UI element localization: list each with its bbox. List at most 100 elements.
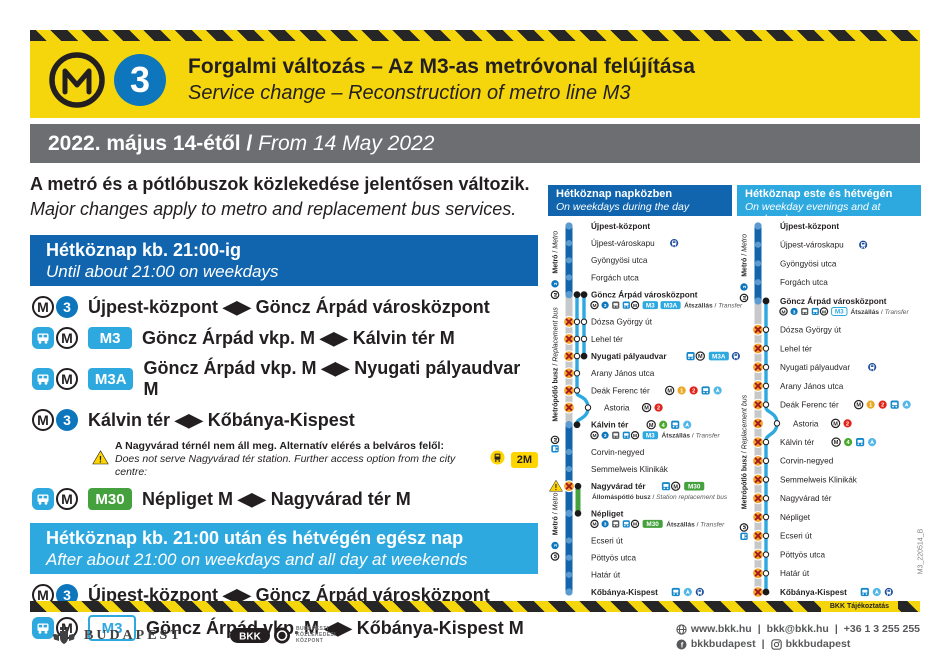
svg-text:Újpest-városkapu: Újpest-városkapu [780, 240, 844, 250]
diagram-station-a: Pöttyös utca [565, 554, 637, 563]
instagram-handle: bkkbudapest [785, 638, 851, 650]
replacement-bus-icon [32, 617, 54, 639]
svg-text:Nyugati pályaudvar: Nyugati pályaudvar [780, 363, 850, 372]
service-rows: M 3 Újpest-központ ◀▶ Göncz Árpád városköz… [32, 584, 538, 641]
diagram-station-a: Arany János utca [563, 367, 655, 380]
svg-text:Kőbánya-Kispest: Kőbánya-Kispest [591, 588, 658, 597]
svg-text:Göncz Árpád városközpont: Göncz Árpád városközpont [780, 296, 887, 306]
metro-icon: M [32, 296, 54, 318]
diagram-side-label: M 3 Metró / Metro [550, 231, 559, 300]
svg-text:1: 1 [869, 403, 872, 409]
diagram-title-en: On weekdays during the day [556, 201, 690, 213]
svg-text:Dózsa György út: Dózsa György út [780, 326, 842, 335]
diagram-station-b: Népliget [752, 511, 811, 523]
bkk-sub-line: KÖZPONT [296, 638, 324, 644]
bkk-sub-line: KÖZLEKEDÉSI [296, 632, 336, 638]
globe-icon [676, 624, 687, 635]
svg-text:Pöttyös utca: Pöttyös utca [780, 550, 826, 559]
diagram-station-a: Nyugati pályaudvar M M3A [563, 350, 740, 363]
line-3-badge: 3 [114, 53, 166, 106]
diagram-station-a: Semmelweis Klinikák [565, 465, 669, 474]
tram-icon [490, 450, 505, 470]
svg-text:Metró / Metro: Metró / Metro [552, 492, 559, 535]
service-route-text: Kálvin tér ◀▶ Kőbánya-Kispest [88, 409, 355, 430]
replacement-bus-icon [32, 327, 54, 349]
bkk-logo: BKK BUDAPESTI KÖZLEKEDÉSI KÖZPONT [230, 626, 336, 644]
svg-text:3: 3 [742, 285, 748, 288]
svg-text:M3: M3 [835, 309, 844, 316]
svg-text:Átszállás / Transfer: Átszállás / Transfer [684, 301, 743, 310]
metro-icon: M [56, 327, 78, 349]
service-route-text: Göncz Árpád vkp. M ◀▶ Nyugati pályaudvar… [143, 358, 521, 399]
date-en: From 14 May 2022 [258, 131, 435, 155]
svg-text:3: 3 [604, 303, 607, 309]
diagram-header: Hétköznap napközben On weekdays during th… [548, 185, 732, 216]
diagram-station-a: Dózsa György út [563, 315, 653, 328]
route-badge: M3A [88, 368, 134, 390]
svg-text:M: M [742, 296, 748, 300]
svg-text:BKK: BKK [239, 631, 261, 642]
svg-text:M: M [833, 421, 838, 427]
svg-text:Ecseri út: Ecseri út [591, 536, 624, 545]
svg-text:M3A: M3A [712, 353, 726, 360]
svg-text:3: 3 [553, 282, 559, 285]
diagram-station-b: Kőbánya-Kispest [752, 586, 893, 598]
email-link: bkk@bkk.hu [766, 623, 829, 635]
bkk-info-label: BKK Tájékoztatás [820, 601, 898, 612]
separator: | [761, 638, 765, 650]
diagram-station-b: Semmelweis Klinikák [752, 473, 858, 486]
diagram-station-b: Gyöngyösi utca [754, 259, 837, 268]
service-row-icons: M [32, 327, 78, 349]
diagram-side-label: M 3 Metró / Metro [550, 492, 559, 561]
svg-text:M3: M3 [646, 432, 655, 439]
facebook-icon: f [676, 639, 687, 650]
svg-text:Pöttyös utca: Pöttyös utca [591, 554, 637, 563]
diagram-side-label: M Metrópótló busz / Replacement bus [739, 394, 748, 541]
svg-text:4: 4 [662, 423, 666, 429]
section-title-en: Until about 21:00 on weekdays [46, 262, 279, 281]
budapest-wordmark: BUDAPEST [84, 628, 183, 643]
poster-header: 3 Forgalmi változás – Az M3-as metróvona… [30, 41, 920, 118]
svg-text:M: M [553, 554, 559, 558]
diagram-station-a: Kőbánya-Kispest [565, 587, 704, 597]
facebook-handle: bkkbudapest [690, 638, 756, 650]
service-row: M 3 Újpest-központ ◀▶ Göncz Árpád városköz… [32, 584, 538, 606]
svg-text:M: M [592, 522, 596, 528]
svg-text:Göncz Árpád városközpont: Göncz Árpád városközpont [591, 290, 698, 300]
page-title-en: Service change – Reconstruction of metro… [188, 82, 631, 104]
warning-note: ! A Nagyvárad térnél nem áll meg. Alterna… [92, 440, 538, 479]
metro-icon: M [56, 488, 78, 510]
note-text-hu: A Nagyvárad térnél nem áll meg. Alternat… [115, 440, 444, 452]
svg-text:Metró / Metro: Metró / Metro [741, 234, 748, 277]
svg-text:Nagyvárad tér: Nagyvárad tér [591, 482, 646, 491]
replacement-bus-icon [32, 488, 54, 510]
instagram-icon [770, 639, 782, 650]
separator: | [834, 623, 838, 635]
svg-text:Gyöngyösi utca: Gyöngyösi utca [591, 256, 648, 265]
budapest-logo: BUDAPEST [52, 626, 183, 646]
svg-text:2: 2 [657, 406, 660, 412]
section-header: Hétköznap kb. 21:00-ig Until about 21:00 … [30, 235, 538, 286]
svg-text:M: M [667, 389, 672, 395]
metro-logo-icon [49, 51, 105, 108]
svg-text:3: 3 [793, 309, 796, 315]
route-badge: M30 [88, 488, 132, 510]
diagram-side-label: M Metrópótló busz / Replacement bus [550, 307, 559, 453]
svg-text:Deák Ferenc tér: Deák Ferenc tér [591, 386, 650, 395]
page-title: Forgalmi változás – Az M3-as metróvonal … [188, 55, 695, 78]
service-row-icons: M [32, 368, 78, 390]
svg-text:M: M [673, 484, 678, 490]
svg-text:M: M [649, 423, 654, 429]
svg-text:M30: M30 [688, 483, 701, 490]
svg-text:Átszállás / Transfer: Átszállás / Transfer [666, 519, 725, 528]
svg-text:Újpest-központ: Újpest-központ [591, 220, 650, 231]
svg-text:Népliget: Népliget [780, 513, 811, 522]
svg-text:M: M [633, 522, 637, 528]
diagram-station-b: Kálvin tér M 4 [752, 436, 877, 449]
svg-text:Átszállás / Transfer: Átszállás / Transfer [851, 307, 910, 316]
svg-text:Deák Ferenc tér: Deák Ferenc tér [780, 401, 839, 410]
svg-text:Metrópótló busz / Replacement: Metrópótló busz / Replacement bus [552, 307, 559, 422]
svg-text:Arany János utca: Arany János utca [780, 382, 844, 391]
svg-text:Nagyvárad tér: Nagyvárad tér [780, 494, 832, 503]
